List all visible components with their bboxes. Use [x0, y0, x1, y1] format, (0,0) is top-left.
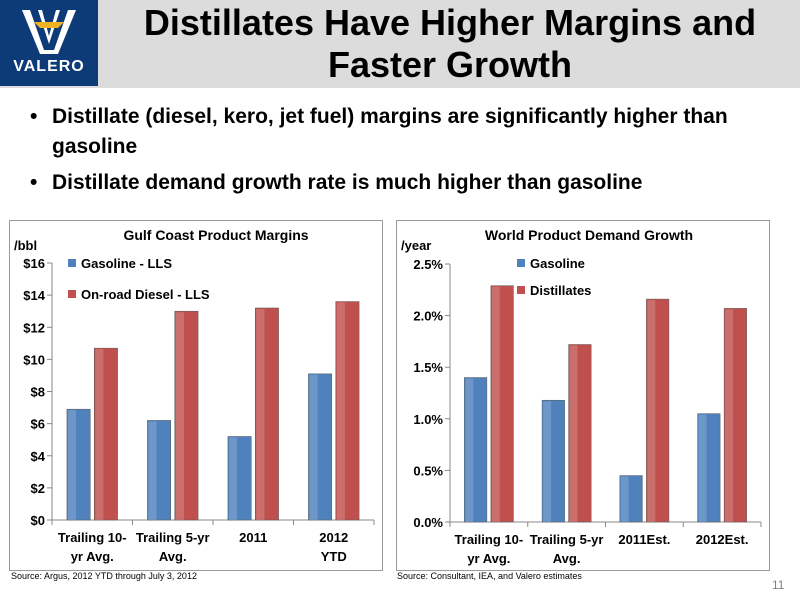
- x-tick-label: Avg.: [159, 549, 187, 564]
- slide-header: VALERO Distillates Have Higher Margins a…: [0, 0, 800, 88]
- legend-label: Distillates: [530, 283, 591, 298]
- bar-series-1: [697, 413, 721, 523]
- y-tick-label: $12: [23, 320, 45, 335]
- bar-series-2: [490, 285, 514, 523]
- chart-title: Gulf Coast Product Margins: [123, 227, 308, 243]
- legend-swatch: [517, 286, 525, 294]
- y-tick-label: 2.5%: [413, 257, 443, 272]
- source-note-margins: Source: Argus, 2012 YTD through July 3, …: [11, 571, 197, 581]
- y-tick-label: $8: [31, 385, 45, 400]
- legend-swatch: [517, 259, 525, 267]
- x-tick-label: 2012Est.: [696, 532, 749, 547]
- y-tick-label: 0.5%: [413, 463, 443, 478]
- x-tick-label: yr Avg.: [467, 551, 510, 566]
- x-tick-label: Trailing 10-: [58, 530, 127, 545]
- title-line-2: Faster Growth: [327, 44, 573, 85]
- x-tick-label: 2011Est.: [618, 532, 670, 547]
- y-tick-label: 2.0%: [413, 309, 443, 324]
- bar-series-2: [723, 308, 747, 523]
- bullet-list: • Distillate (diesel, kero, jet fuel) mar…: [30, 102, 770, 204]
- y-tick-label: $16: [23, 256, 45, 271]
- valero-v-icon: [22, 10, 76, 54]
- bar-highlight: [569, 345, 578, 522]
- bar-series-1: [147, 420, 171, 521]
- legend-label: Gasoline - LLS: [81, 256, 172, 271]
- bar-series-2: [255, 307, 279, 521]
- legend-label: Gasoline: [530, 256, 585, 271]
- bar-series-1: [619, 475, 643, 523]
- y-tick-label: $2: [31, 481, 45, 496]
- bar-highlight: [228, 437, 238, 520]
- bar-highlight: [175, 312, 184, 520]
- bar-highlight: [647, 300, 656, 522]
- source-note-demand: Source: Consultant, IEA, and Valero esti…: [397, 571, 582, 581]
- demand-chart: World Product Demand Growth/year 0.0% 0.5%…: [401, 227, 762, 566]
- bar-highlight: [698, 414, 707, 522]
- bar-highlight: [95, 349, 104, 520]
- bar-series-1: [464, 377, 488, 523]
- bullet-item: • Distillate (diesel, kero, jet fuel) mar…: [30, 105, 728, 158]
- y-tick-label: 1.5%: [413, 360, 443, 375]
- bullet-text: Distillate demand growth rate is much hi…: [52, 171, 643, 194]
- x-tick-label: Trailing 10-: [455, 532, 524, 547]
- chart-title: World Product Demand Growth: [485, 227, 693, 243]
- margins-chart: Gulf Coast Product Margins/bbl $0 $2 $4 $6 $8…: [14, 227, 375, 564]
- bar-series-1: [227, 436, 252, 521]
- x-tick-label: Avg.: [553, 551, 581, 566]
- y-tick-label: 1.0%: [413, 412, 443, 427]
- x-tick-label: Trailing 5-yr: [136, 530, 210, 545]
- bar-highlight: [67, 410, 77, 520]
- y-tick-label: $4: [31, 449, 46, 464]
- bar-highlight: [336, 302, 345, 520]
- logo-wordmark: VALERO: [13, 58, 85, 75]
- bar-highlight: [491, 286, 500, 522]
- bar-highlight: [465, 378, 474, 522]
- legend-swatch: [68, 259, 76, 267]
- y-tick-label: $0: [31, 513, 45, 528]
- demand-chart-frame: World Product Demand Growth/year 0.0% 0.5%…: [396, 220, 770, 571]
- bar-series-1: [66, 408, 91, 521]
- bar-series-2: [335, 301, 360, 521]
- bar-series-2: [94, 347, 118, 521]
- y-tick-label: $6: [31, 417, 45, 432]
- bullet-text: Distillate (diesel, kero, jet fuel) marg…: [52, 105, 728, 158]
- bar-series-2: [174, 310, 199, 521]
- bar-highlight: [620, 476, 629, 522]
- bullet-item: • Distillate demand growth rate is much h…: [30, 171, 643, 194]
- margins-chart-frame: Gulf Coast Product Margins/bbl $0 $2 $4 $6 $8…: [9, 220, 383, 571]
- bar-highlight: [725, 309, 734, 522]
- legend-swatch: [68, 290, 76, 298]
- bar-series-1: [541, 399, 565, 523]
- valero-logo: VALERO: [0, 0, 98, 86]
- bar-highlight: [148, 421, 157, 520]
- bar-series-2: [646, 298, 670, 523]
- y-unit-label: /bbl: [14, 238, 37, 253]
- x-tick-label: Trailing 5-yr: [530, 532, 604, 547]
- y-tick-label: 0.0%: [413, 515, 443, 530]
- bar-highlight: [309, 374, 318, 520]
- legend-label: On-road Diesel - LLS: [81, 287, 210, 302]
- title-line-1: Distillates Have Higher Margins and: [143, 2, 757, 43]
- bar-series-1: [308, 373, 332, 521]
- y-tick-label: $14: [23, 288, 45, 303]
- x-tick-label: YTD: [321, 549, 347, 564]
- bar-highlight: [543, 401, 551, 522]
- x-tick-label: 2012: [319, 530, 348, 545]
- bar-highlight: [256, 308, 265, 520]
- x-tick-label: 2011: [239, 530, 267, 545]
- x-tick-label: yr Avg.: [71, 549, 114, 564]
- y-tick-label: $10: [23, 352, 45, 367]
- y-unit-label: /year: [401, 238, 431, 253]
- page-title: Distillates Have Higher Margins and Fast…: [100, 2, 800, 86]
- page-number: 11: [772, 578, 785, 592]
- bar-series-2: [568, 344, 592, 523]
